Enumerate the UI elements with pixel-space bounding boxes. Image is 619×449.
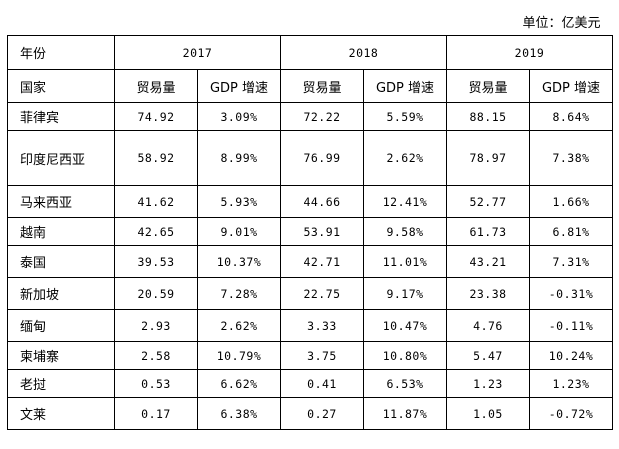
- year-2017-header: 2017: [114, 35, 281, 70]
- trade-value-cell: 88.15: [446, 102, 530, 131]
- trade-value-cell: 0.17: [114, 397, 198, 430]
- gdp-growth-cell: 2.62%: [197, 309, 281, 342]
- trade-value-cell: 58.92: [114, 130, 198, 186]
- trade-value-cell: 42.71: [280, 245, 364, 278]
- trade-value-cell: 72.22: [280, 102, 364, 131]
- trade-value-cell: 1.23: [446, 369, 530, 398]
- country-cell: 越南: [7, 217, 115, 246]
- trade-gdp-table: 单位：亿美元 年份 2017 2018 2019 国家 贸易量 GDP 增速 贸…: [7, 8, 613, 430]
- gdp-growth-cell: 9.58%: [363, 217, 447, 246]
- gdp-growth-cell: 3.09%: [197, 102, 281, 131]
- table-row: 泰国 39.53 10.37% 42.71 11.01% 43.21 7.31%: [7, 245, 613, 278]
- unit-label: 单位：亿美元: [7, 8, 613, 36]
- country-cell: 缅甸: [7, 309, 115, 342]
- country-cell: 老挝: [7, 369, 115, 398]
- trade-value-cell: 74.92: [114, 102, 198, 131]
- gdp-growth-cell: 10.80%: [363, 341, 447, 370]
- gdp-growth-cell: 2.62%: [363, 130, 447, 186]
- trade-value-cell: 76.99: [280, 130, 364, 186]
- gdp-growth-cell: -0.11%: [529, 309, 613, 342]
- column-header-row: 国家 贸易量 GDP 增速 贸易量 GDP 增速 贸易量 GDP 增速: [7, 69, 613, 103]
- gdp-growth-cell: 6.62%: [197, 369, 281, 398]
- table-row: 柬埔寨 2.58 10.79% 3.75 10.80% 5.47 10.24%: [7, 341, 613, 370]
- trade-value-cell: 44.66: [280, 185, 364, 218]
- trade-value-cell: 3.75: [280, 341, 364, 370]
- gdp-growth-cell: 1.23%: [529, 369, 613, 398]
- year-header-row: 年份 2017 2018 2019: [7, 35, 613, 70]
- trade-table-container: 单位：亿美元 年份 2017 2018 2019 国家 贸易量 GDP 增速 贸…: [7, 8, 613, 430]
- gdp-growth-cell: 10.37%: [197, 245, 281, 278]
- gdp-header-2018: GDP 增速: [363, 69, 447, 103]
- gdp-growth-cell: 7.31%: [529, 245, 613, 278]
- table-row: 菲律宾 74.92 3.09% 72.22 5.59% 88.15 8.64%: [7, 102, 613, 131]
- gdp-growth-cell: 10.24%: [529, 341, 613, 370]
- trade-value-cell: 2.58: [114, 341, 198, 370]
- gdp-growth-cell: 11.87%: [363, 397, 447, 430]
- gdp-growth-cell: 11.01%: [363, 245, 447, 278]
- year-2018-header: 2018: [280, 35, 447, 70]
- country-cell: 印度尼西亚: [7, 130, 115, 186]
- gdp-growth-cell: 9.17%: [363, 277, 447, 310]
- unit-row: 单位：亿美元: [7, 8, 613, 36]
- gdp-growth-cell: -0.31%: [529, 277, 613, 310]
- gdp-growth-cell: 10.79%: [197, 341, 281, 370]
- gdp-growth-cell: 12.41%: [363, 185, 447, 218]
- trade-value-cell: 0.41: [280, 369, 364, 398]
- trade-value-cell: 53.91: [280, 217, 364, 246]
- trade-value-cell: 39.53: [114, 245, 198, 278]
- gdp-growth-cell: 6.53%: [363, 369, 447, 398]
- country-cell: 新加坡: [7, 277, 115, 310]
- gdp-growth-cell: 5.93%: [197, 185, 281, 218]
- table-row: 缅甸 2.93 2.62% 3.33 10.47% 4.76 -0.11%: [7, 309, 613, 342]
- table-row: 印度尼西亚 58.92 8.99% 76.99 2.62% 78.97 7.38%: [7, 130, 613, 186]
- trade-value-cell: 0.53: [114, 369, 198, 398]
- table-row: 新加坡 20.59 7.28% 22.75 9.17% 23.38 -0.31%: [7, 277, 613, 310]
- gdp-growth-cell: 6.38%: [197, 397, 281, 430]
- trade-header-2018: 贸易量: [280, 69, 364, 103]
- gdp-growth-cell: 6.81%: [529, 217, 613, 246]
- trade-value-cell: 23.38: [446, 277, 530, 310]
- gdp-header-2019: GDP 增速: [529, 69, 613, 103]
- gdp-growth-cell: 10.47%: [363, 309, 447, 342]
- gdp-growth-cell: 7.28%: [197, 277, 281, 310]
- table-row: 马来西亚 41.62 5.93% 44.66 12.41% 52.77 1.66%: [7, 185, 613, 218]
- trade-header-2019: 贸易量: [446, 69, 530, 103]
- gdp-header-2017: GDP 增速: [197, 69, 281, 103]
- year-header-label: 年份: [7, 35, 115, 70]
- trade-value-cell: 61.73: [446, 217, 530, 246]
- table-row: 文莱 0.17 6.38% 0.27 11.87% 1.05 -0.72%: [7, 397, 613, 430]
- gdp-growth-cell: 7.38%: [529, 130, 613, 186]
- table-row: 老挝 0.53 6.62% 0.41 6.53% 1.23 1.23%: [7, 369, 613, 398]
- trade-value-cell: 52.77: [446, 185, 530, 218]
- country-header-label: 国家: [7, 69, 115, 103]
- country-cell: 菲律宾: [7, 102, 115, 131]
- trade-value-cell: 5.47: [446, 341, 530, 370]
- trade-value-cell: 78.97: [446, 130, 530, 186]
- trade-value-cell: 22.75: [280, 277, 364, 310]
- trade-header-2017: 贸易量: [114, 69, 198, 103]
- trade-value-cell: 3.33: [280, 309, 364, 342]
- country-cell: 泰国: [7, 245, 115, 278]
- gdp-growth-cell: 8.64%: [529, 102, 613, 131]
- trade-value-cell: 43.21: [446, 245, 530, 278]
- trade-value-cell: 20.59: [114, 277, 198, 310]
- gdp-growth-cell: 5.59%: [363, 102, 447, 131]
- gdp-growth-cell: 9.01%: [197, 217, 281, 246]
- country-cell: 柬埔寨: [7, 341, 115, 370]
- country-cell: 马来西亚: [7, 185, 115, 218]
- trade-value-cell: 41.62: [114, 185, 198, 218]
- gdp-growth-cell: -0.72%: [529, 397, 613, 430]
- trade-value-cell: 1.05: [446, 397, 530, 430]
- country-cell: 文莱: [7, 397, 115, 430]
- table-row: 越南 42.65 9.01% 53.91 9.58% 61.73 6.81%: [7, 217, 613, 246]
- trade-value-cell: 2.93: [114, 309, 198, 342]
- trade-value-cell: 4.76: [446, 309, 530, 342]
- trade-value-cell: 0.27: [280, 397, 364, 430]
- gdp-growth-cell: 8.99%: [197, 130, 281, 186]
- gdp-growth-cell: 1.66%: [529, 185, 613, 218]
- year-2019-header: 2019: [446, 35, 613, 70]
- trade-value-cell: 42.65: [114, 217, 198, 246]
